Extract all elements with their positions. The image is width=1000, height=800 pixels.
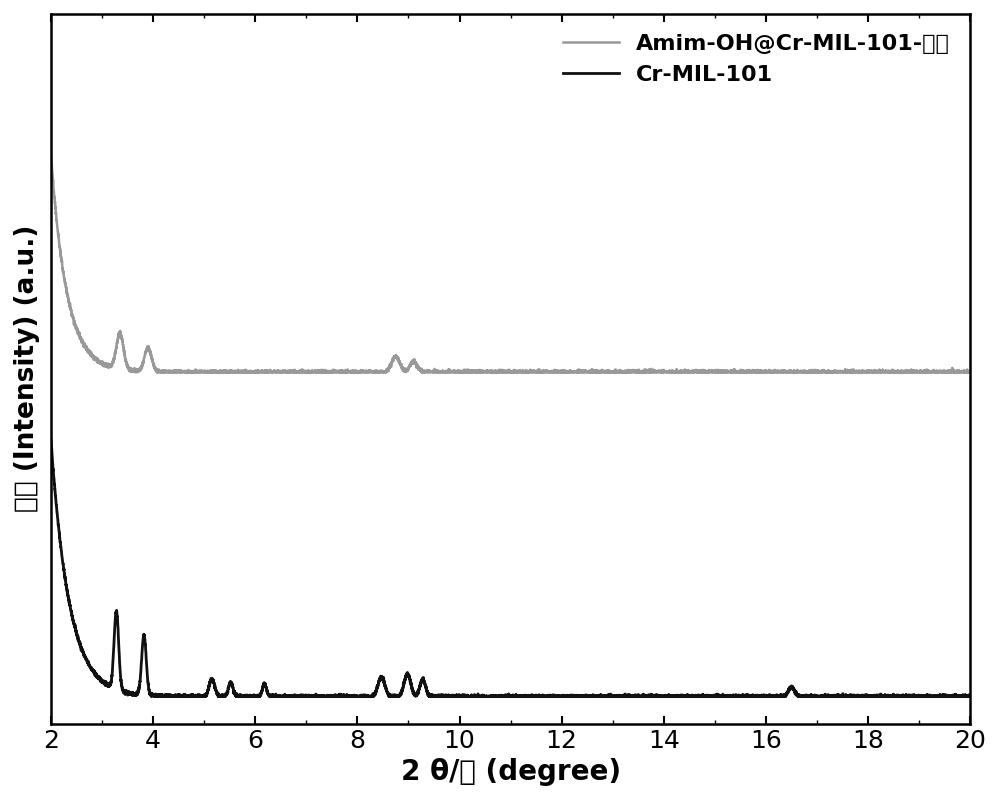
Line: Amim-OH@Cr-MIL-101-乙醇: Amim-OH@Cr-MIL-101-乙醇: [51, 156, 970, 372]
Cr-MIL-101: [629, 692, 641, 702]
Amim-OH@Cr-MIL-101-乙醇: [776, 367, 788, 377]
Legend: Amim-OH@Cr-MIL-101-乙醇, Cr-MIL-101: Amim-OH@Cr-MIL-101-乙醇, Cr-MIL-101: [554, 25, 959, 94]
Cr-MIL-101: [589, 692, 601, 702]
Cr-MIL-101: [45, 435, 57, 445]
Cr-MIL-101: [727, 692, 739, 702]
Cr-MIL-101: [378, 675, 390, 685]
Amim-OH@Cr-MIL-101-乙醇: [45, 151, 57, 161]
Cr-MIL-101: [149, 692, 161, 702]
Cr-MIL-101: [964, 690, 976, 700]
Amim-OH@Cr-MIL-101-乙醇: [727, 367, 739, 377]
Amim-OH@Cr-MIL-101-乙醇: [378, 367, 390, 377]
Cr-MIL-101: [91, 671, 103, 681]
X-axis label: 2 θ/度 (degree): 2 θ/度 (degree): [401, 758, 621, 786]
Amim-OH@Cr-MIL-101-乙醇: [964, 367, 976, 377]
Amim-OH@Cr-MIL-101-乙醇: [629, 367, 641, 377]
Amim-OH@Cr-MIL-101-乙醇: [91, 355, 103, 365]
Cr-MIL-101: [776, 692, 788, 702]
Line: Cr-MIL-101: Cr-MIL-101: [51, 440, 970, 697]
Amim-OH@Cr-MIL-101-乙醇: [129, 367, 141, 377]
Y-axis label: 强度 (Intensity) (a.u.): 强度 (Intensity) (a.u.): [14, 225, 40, 513]
Amim-OH@Cr-MIL-101-乙醇: [589, 367, 601, 377]
